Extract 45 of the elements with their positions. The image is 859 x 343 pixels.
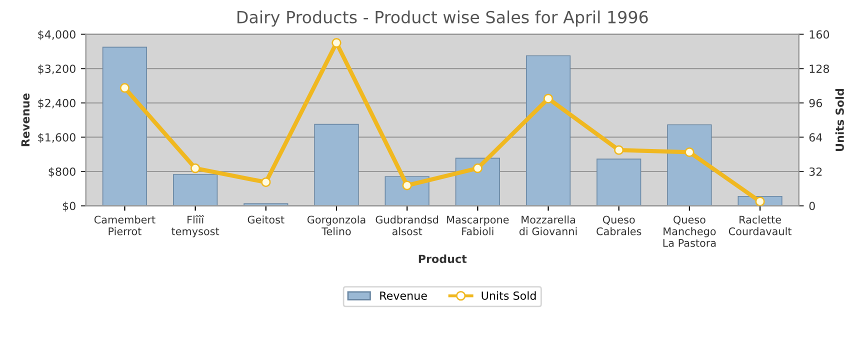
y-tick-label: $3,200 — [38, 64, 76, 74]
y2-tick-label: 0 — [809, 202, 815, 210]
y-tick-label: $1,600 — [38, 132, 76, 144]
point — [402, 180, 412, 190]
y2-tick-label: 64 — [809, 133, 822, 142]
bar — [526, 55, 571, 206]
point — [755, 196, 765, 206]
bar — [314, 124, 359, 206]
bar — [596, 158, 642, 206]
y-tick-label: $2,400 — [38, 98, 76, 109]
y-tick-label: $4,000 — [38, 30, 76, 40]
legend-label: Units Sold — [482, 291, 536, 300]
y-tick-label: $0 — [62, 202, 76, 212]
x-tick-label: Camembert Pierrot — [94, 216, 156, 236]
bar — [102, 46, 148, 206]
y2-tick-label: 160 — [810, 30, 830, 39]
x-tick-label: Queso Manchego La Pastora — [663, 216, 716, 247]
y-axis-title: Revenue — [21, 93, 30, 146]
x-tick-label: Gorgonzola Telino — [307, 216, 366, 236]
point — [261, 177, 271, 188]
bar — [455, 158, 500, 206]
y-tick-label: $800 — [48, 167, 76, 178]
x-tick-label: Mozzarella di Giovanni — [519, 216, 577, 236]
bar — [667, 124, 712, 206]
point — [120, 83, 130, 93]
point — [332, 38, 342, 48]
point — [472, 163, 483, 174]
x-tick-label: Queso Cabrales — [596, 216, 642, 236]
y2-tick-label: 128 — [810, 64, 830, 73]
point — [684, 147, 694, 158]
point — [614, 145, 624, 155]
x-tick-label: Raclette Courdavault — [728, 216, 792, 236]
y2-tick-label: 96 — [809, 98, 822, 108]
chart-title: Dairy Products - Product wise Sales for April 1996 — [238, 10, 648, 27]
x-tick-label: Flîîî temysost — [172, 215, 220, 238]
point — [543, 94, 554, 104]
legend-label: Revenue — [380, 292, 427, 300]
x-tick-label: Mascarpone Fabioli — [447, 216, 509, 236]
x-tick-label: Geitost — [248, 216, 284, 224]
x-axis-title: Product — [418, 254, 467, 264]
point — [190, 163, 200, 174]
y2-axis-title: Units Sold — [835, 89, 844, 151]
y2-tick-label: 32 — [809, 167, 822, 176]
bar — [173, 174, 218, 206]
x-tick-label: Gudbrandsd alsost — [376, 216, 438, 236]
